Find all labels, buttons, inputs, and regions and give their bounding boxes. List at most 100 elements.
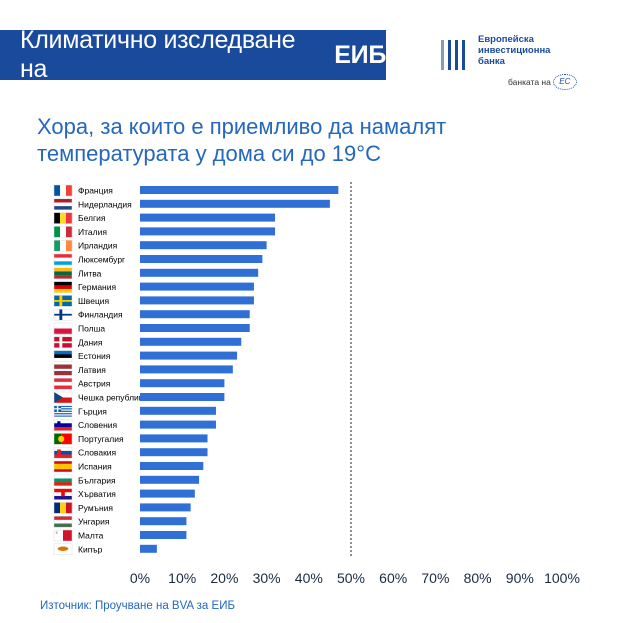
bar <box>140 406 216 415</box>
banner-title: Климатично изследване на <box>20 26 296 83</box>
chart-title: Хора, за които е приемливо да намалят те… <box>37 113 597 167</box>
x-tick-label: 80% <box>464 570 492 586</box>
flag-es-icon <box>53 460 73 473</box>
logo-tagline: банката на <box>508 77 551 87</box>
category-label: Франция <box>78 186 113 196</box>
flag-gr-icon <box>53 405 73 418</box>
bar <box>140 531 187 539</box>
bar <box>140 365 233 374</box>
flag-mt-icon <box>53 529 73 542</box>
bar <box>140 517 187 526</box>
header-banner: Климатично изследване на ЕИБ <box>0 26 386 83</box>
category-label: Латвия <box>78 365 106 375</box>
category-label: Словакия <box>78 448 117 458</box>
bar <box>140 434 208 443</box>
eib-logo-text: Европейска инвестиционна банка <box>478 34 550 67</box>
bar <box>140 379 225 388</box>
banner-title-bold: ЕИБ <box>334 40 386 69</box>
flag-be-icon <box>53 212 73 224</box>
title-line-2: температурата у дома си до 19°C <box>37 141 381 166</box>
bar <box>140 462 204 470</box>
bar <box>140 393 225 401</box>
bar <box>140 227 276 236</box>
flag-hu-icon <box>53 515 73 528</box>
x-tick-label: 40% <box>295 570 323 586</box>
bar <box>140 268 259 277</box>
category-label: Литва <box>78 268 102 278</box>
category-label: Румъния <box>78 503 113 513</box>
category-label: Испания <box>78 462 112 472</box>
x-tick-label: 50% <box>337 570 365 586</box>
category-label: Чешка република <box>78 393 148 403</box>
flag-lv-icon <box>53 364 73 376</box>
logo-line-1: Европейска <box>478 34 534 45</box>
bar <box>140 310 250 319</box>
category-label: Ирландия <box>78 241 118 251</box>
x-tick-label: 100% <box>544 570 580 586</box>
bar <box>140 296 254 305</box>
bar <box>140 544 157 553</box>
bar <box>140 199 330 208</box>
flag-hr-icon <box>53 488 73 500</box>
bar <box>140 351 238 360</box>
bar <box>140 503 191 512</box>
flag-de-icon <box>53 281 73 293</box>
category-label: Швеция <box>78 296 110 306</box>
category-label: Дания <box>78 337 103 347</box>
flag-pt-icon <box>53 433 73 445</box>
bar <box>140 324 250 332</box>
logo-line-3: банка <box>478 56 505 67</box>
eib-logo: Европейска инвестиционна банка банката н… <box>438 34 608 94</box>
bar <box>140 282 254 291</box>
bar <box>140 337 242 346</box>
x-tick-label: 60% <box>379 570 407 586</box>
flag-ee-icon <box>53 350 73 362</box>
category-label: Португалия <box>78 434 124 444</box>
flag-fi-icon <box>53 308 73 321</box>
category-label: Люксембург <box>78 255 125 265</box>
bar <box>140 213 276 222</box>
flag-at-icon <box>53 377 73 390</box>
x-tick-label: 30% <box>253 570 281 586</box>
flag-it-icon <box>53 226 73 238</box>
flag-ie-icon <box>53 239 73 252</box>
bar-chart: Франция Нидерландия Белгия Италия Ирландия Лю… <box>53 182 580 586</box>
flag-se-icon <box>53 295 73 307</box>
category-label: Финландия <box>78 310 123 320</box>
category-label: Естония <box>78 351 111 361</box>
flag-cz-icon <box>53 391 73 404</box>
flag-si-icon <box>53 419 73 431</box>
category-label: Италия <box>78 227 107 237</box>
category-label: Словения <box>78 420 118 430</box>
bar <box>140 186 339 194</box>
flag-sk-icon <box>53 446 73 459</box>
eib-tagline: банката на ЕС <box>508 74 577 90</box>
category-label: Австрия <box>78 379 111 389</box>
category-label: Нидерландия <box>78 199 132 209</box>
logo-line-2: инвестиционна <box>478 45 551 56</box>
bar <box>140 420 216 429</box>
x-tick-label: 0% <box>130 570 150 586</box>
category-label: Полша <box>78 324 105 334</box>
category-label: Гърция <box>78 406 107 416</box>
flag-ro-icon <box>53 502 73 514</box>
category-label: Малта <box>78 531 104 541</box>
bar <box>140 255 263 263</box>
flag-nl-icon <box>53 198 73 211</box>
category-label: Белгия <box>78 213 106 223</box>
bar <box>140 489 195 498</box>
bar <box>140 241 267 250</box>
x-tick-label: 20% <box>210 570 238 586</box>
category-label: Кипър <box>78 544 103 554</box>
flag-bg-icon <box>53 474 73 487</box>
bar <box>140 475 200 484</box>
flag-fr-icon <box>53 184 73 197</box>
bar <box>140 448 208 457</box>
x-tick-label: 70% <box>421 570 449 586</box>
flag-cy-icon <box>53 543 73 556</box>
category-label: Хърватия <box>78 489 116 499</box>
category-label: Германия <box>78 282 117 292</box>
eib-logo-icon <box>441 40 465 70</box>
x-tick-label: 90% <box>506 570 534 586</box>
flag-lu-icon <box>53 253 73 266</box>
